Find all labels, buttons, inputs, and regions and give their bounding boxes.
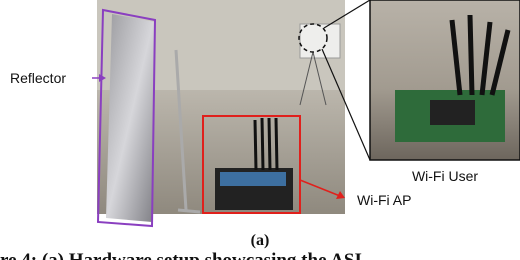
label: Wi-Fi User (412, 168, 478, 184)
main-photo (97, 0, 345, 222)
subfigure-label: (a) (251, 232, 270, 249)
page: Reflector Wi-Fi User Wi-Fi AP (a) re 4: … (0, 0, 520, 260)
caption: re 4: (a) Hardware setup showcasing the … (0, 250, 362, 260)
label: Reflector (10, 70, 66, 86)
figure: Reflector Wi-Fi User Wi-Fi AP (a) re 4: … (0, 0, 520, 260)
inset-photo (370, 0, 520, 160)
label: Wi-Fi AP (357, 192, 411, 208)
